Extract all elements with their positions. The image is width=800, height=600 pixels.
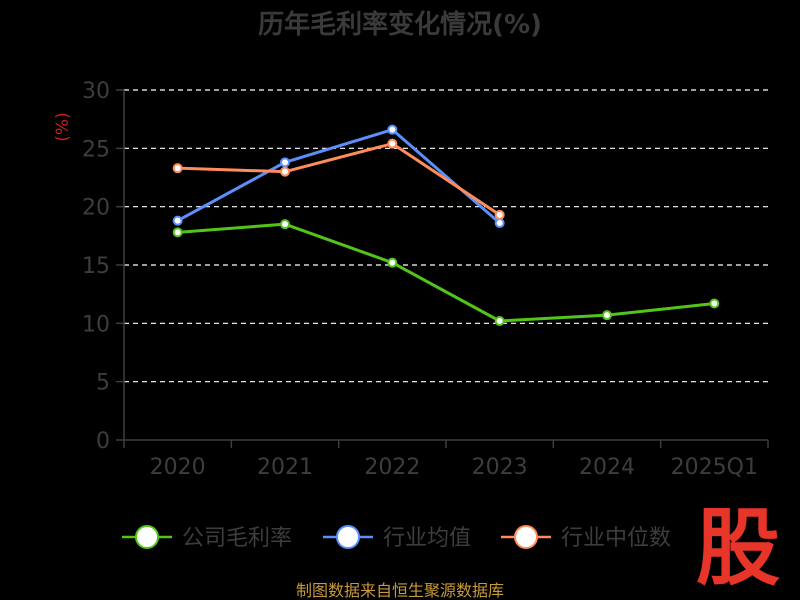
legend-swatch-marker bbox=[514, 525, 538, 549]
x-tick-label: 2024 bbox=[579, 455, 635, 480]
x-tick-labels: 2020 2021 2022 2023 2024 2025Q1 bbox=[150, 455, 758, 480]
y-tick-label: 15 bbox=[82, 254, 110, 279]
data-point bbox=[494, 209, 505, 220]
y-tick-label: 30 bbox=[82, 79, 110, 104]
series-line-3 bbox=[177, 142, 501, 217]
legend-swatch-marker bbox=[336, 525, 360, 549]
chart-title: 历年毛利率变化情况(%) bbox=[258, 9, 542, 40]
data-point bbox=[494, 218, 505, 228]
x-tick-label: 2023 bbox=[472, 455, 528, 480]
data-source-note: 制图数据来自恒生聚源数据库 bbox=[296, 581, 504, 600]
legend-label: 行业均值 bbox=[383, 526, 471, 551]
legend-item-2: 行业均值 bbox=[323, 525, 471, 551]
data-point bbox=[280, 157, 290, 168]
x-tick-label: 2020 bbox=[150, 455, 206, 480]
legend-item-1: 公司毛利率 bbox=[122, 525, 292, 551]
y-tick-label: 10 bbox=[82, 312, 110, 337]
x-tick-label: 2025Q1 bbox=[671, 455, 758, 480]
series-group bbox=[172, 124, 720, 326]
data-point bbox=[280, 219, 290, 230]
axes bbox=[116, 89, 769, 448]
series-line-2 bbox=[176, 128, 501, 225]
legend-label: 行业中位数 bbox=[561, 526, 671, 551]
x-tick-label: 2021 bbox=[257, 455, 313, 480]
data-point bbox=[387, 257, 398, 268]
data-point bbox=[172, 215, 183, 226]
y-tick-labels: 0 5 10 15 20 25 30 bbox=[82, 79, 110, 454]
y-tick-label: 5 bbox=[96, 371, 110, 396]
y-axis-label: (%) bbox=[53, 112, 73, 141]
data-point bbox=[387, 124, 398, 135]
data-point bbox=[602, 310, 612, 321]
legend-swatch-marker bbox=[135, 525, 159, 549]
data-point bbox=[494, 316, 505, 326]
brand-logo: 股 bbox=[696, 499, 780, 597]
data-point bbox=[172, 163, 183, 174]
data-point bbox=[280, 166, 290, 177]
legend: 公司毛利率 行业均值 行业中位数 bbox=[122, 525, 671, 551]
y-tick-label: 0 bbox=[96, 429, 110, 454]
legend-item-3: 行业中位数 bbox=[501, 525, 671, 551]
y-tick-label: 20 bbox=[82, 196, 110, 221]
grid-lines bbox=[124, 89, 768, 383]
data-point bbox=[172, 227, 183, 238]
x-tick-label: 2022 bbox=[364, 455, 420, 480]
y-tick-label: 25 bbox=[82, 137, 110, 162]
data-point bbox=[709, 298, 720, 309]
legend-label: 公司毛利率 bbox=[182, 526, 292, 551]
data-point bbox=[387, 138, 398, 149]
series-line-1 bbox=[177, 222, 715, 323]
